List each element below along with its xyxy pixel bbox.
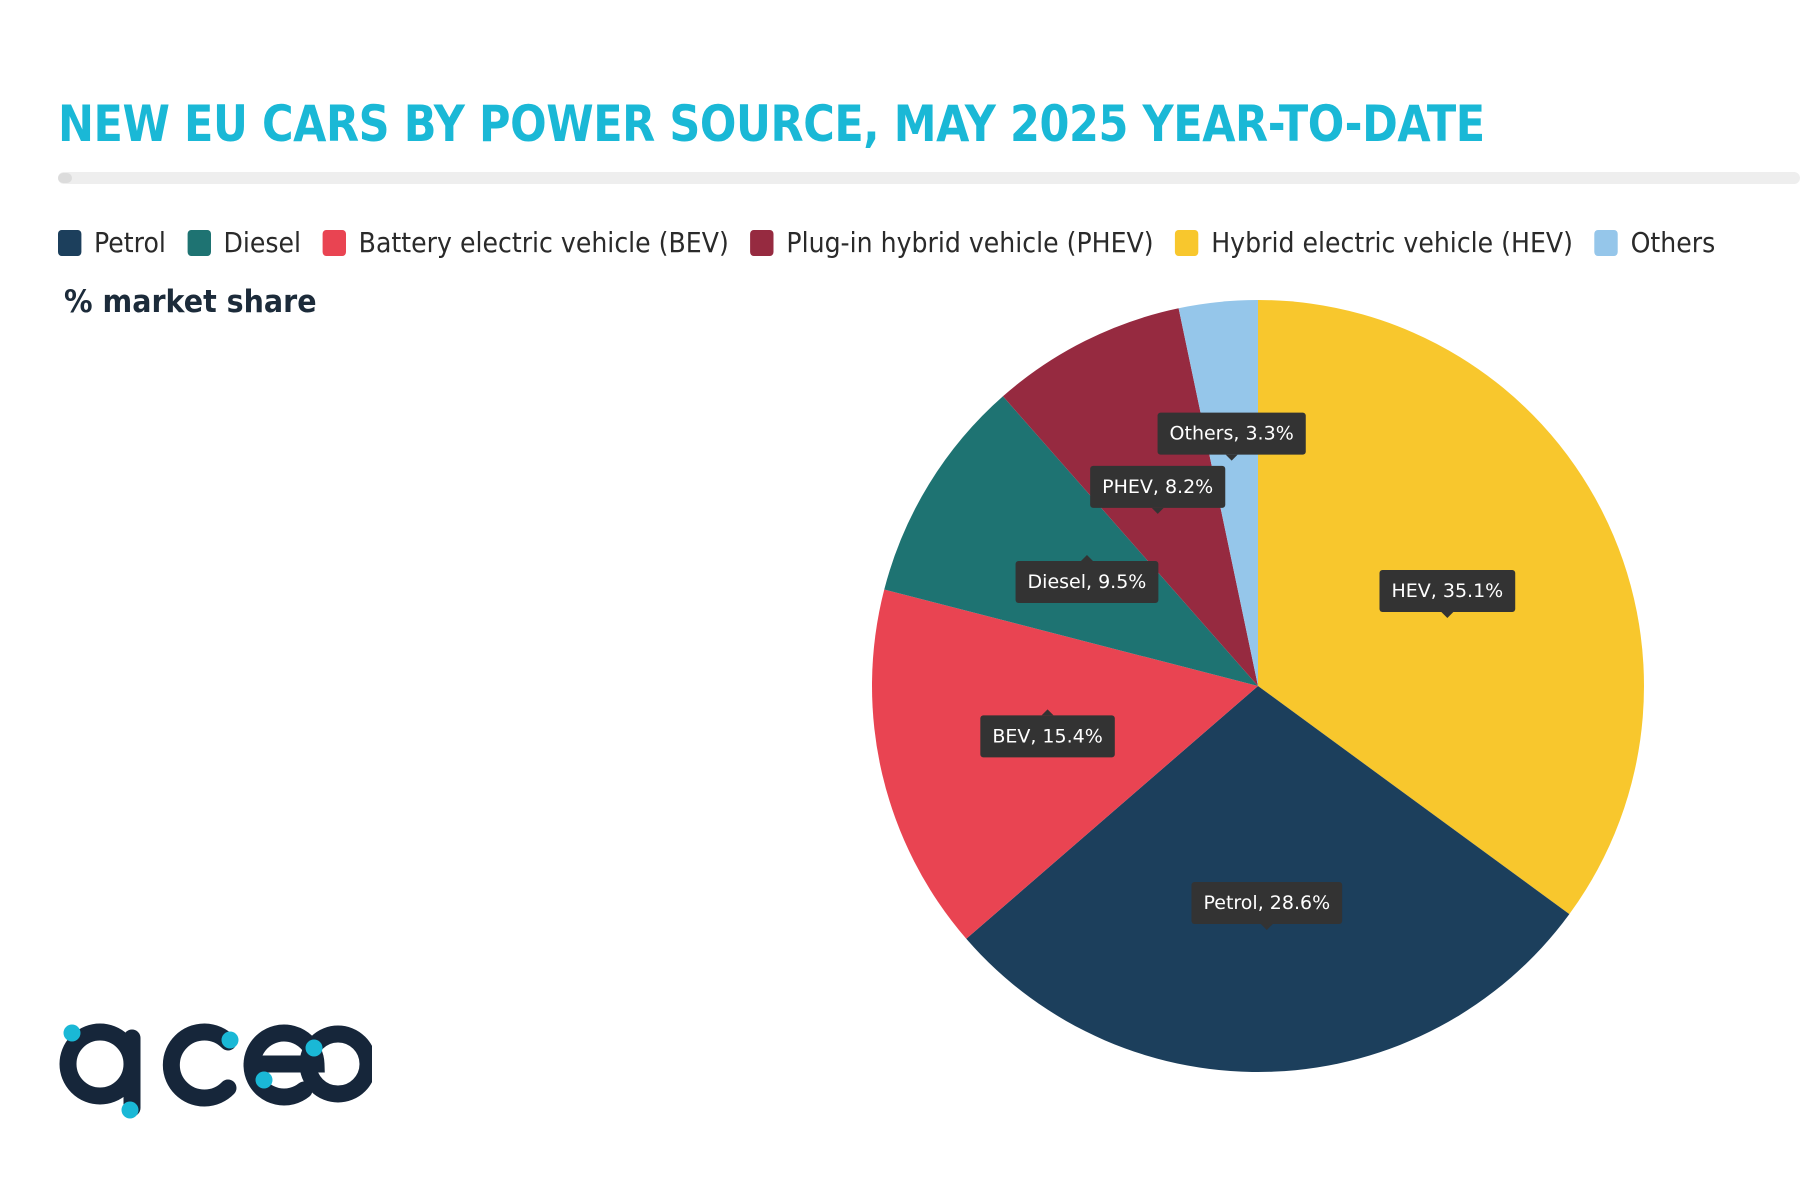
chart-legend: Petrol Diesel Battery electric vehicle (BE… — [58, 226, 1737, 260]
legend-label: Plug-in hybrid vehicle (PHEV) — [786, 226, 1154, 259]
legend-swatch — [187, 230, 211, 256]
data-label-phev: PHEV, 8.2% — [1090, 465, 1226, 514]
legend-item: Hybrid electric vehicle (HEV) — [1175, 226, 1573, 260]
legend-swatch — [1175, 230, 1199, 256]
acea-logo — [59, 1023, 372, 1119]
legend-label: Petrol — [94, 226, 166, 259]
data-label-pointer — [1225, 454, 1238, 461]
pie-slice-diesel — [884, 396, 1258, 686]
legend-label: Others — [1630, 226, 1716, 259]
legend-swatch — [58, 230, 82, 256]
data-label-petrol: Petrol, 28.6% — [1191, 881, 1343, 930]
pie-labels: HEV, 35.1% Petrol, 28.6% BEV, 15.4% Diesel,… — [980, 412, 1516, 930]
legend-item: Plug-in hybrid vehicle (PHEV) — [750, 226, 1154, 260]
legend-swatch — [1594, 230, 1618, 256]
data-label-text: Others, 3.3% — [1170, 423, 1294, 445]
data-label-diesel: Diesel, 9.5% — [1015, 554, 1159, 603]
data-label-box — [1157, 412, 1306, 455]
data-label-box — [1191, 881, 1343, 924]
data-label-others: Others, 3.3% — [1157, 412, 1306, 461]
data-label-text: HEV, 35.1% — [1391, 580, 1503, 602]
legend-item: Petrol — [58, 226, 166, 260]
chart-title: NEW EU CARS BY POWER SOURCE, MAY 2025 YE… — [58, 95, 1485, 153]
data-label-text: BEV, 15.4% — [992, 725, 1102, 747]
data-label-box — [1379, 570, 1516, 613]
legend-item: Others — [1594, 226, 1716, 260]
data-label-pointer — [1080, 554, 1093, 561]
legend-swatch — [322, 230, 347, 256]
data-label-text: PHEV, 8.2% — [1102, 476, 1213, 498]
pie-slice-petrol — [966, 686, 1570, 1072]
legend-label: Diesel — [223, 226, 302, 259]
legend-label: Battery electric vehicle (BEV) — [358, 226, 729, 259]
legend-swatch — [750, 230, 774, 256]
legend-item: Battery electric vehicle (BEV) — [322, 226, 729, 260]
data-label-pointer — [1041, 709, 1054, 716]
data-label-bev: BEV, 15.4% — [980, 709, 1115, 758]
data-label-box — [1015, 560, 1159, 603]
data-label-pointer — [1441, 612, 1454, 619]
data-label-hev: HEV, 35.1% — [1379, 570, 1516, 619]
chart-subtitle: % market share — [64, 284, 317, 320]
data-label-box — [980, 715, 1115, 758]
data-label-box — [1090, 465, 1226, 508]
legend-label: Hybrid electric vehicle (HEV) — [1211, 226, 1573, 259]
data-label-text: Diesel, 9.5% — [1028, 571, 1147, 593]
title-divider — [58, 172, 1800, 184]
data-label-pointer — [1260, 923, 1273, 930]
data-label-pointer — [1151, 507, 1164, 514]
data-label-text: Petrol, 28.6% — [1203, 892, 1330, 914]
pie-slice-bev — [871, 589, 1258, 939]
divider-dot — [58, 173, 72, 183]
legend-item: Diesel — [187, 226, 302, 260]
